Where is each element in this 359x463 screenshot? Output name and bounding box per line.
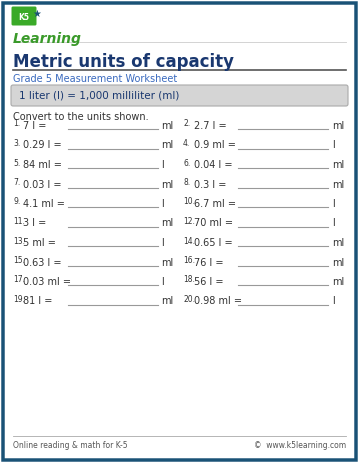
Text: l: l: [332, 199, 335, 209]
Text: 10.: 10.: [183, 198, 195, 206]
Text: Convert to the units shown.: Convert to the units shown.: [13, 112, 149, 122]
Text: 19.: 19.: [13, 295, 25, 304]
Text: ml: ml: [161, 180, 173, 189]
Text: ml: ml: [332, 121, 344, 131]
Text: 56 l =: 56 l =: [194, 277, 224, 287]
Text: l: l: [332, 219, 335, 229]
Text: Metric units of capacity: Metric units of capacity: [13, 53, 234, 71]
Text: 9.: 9.: [13, 198, 20, 206]
Text: ★: ★: [33, 9, 41, 19]
Text: l: l: [161, 238, 164, 248]
Text: 0.98 ml =: 0.98 ml =: [194, 296, 242, 307]
Text: Learning: Learning: [13, 32, 82, 46]
Text: ml: ml: [161, 219, 173, 229]
Text: l: l: [161, 277, 164, 287]
Text: 0.04 l =: 0.04 l =: [194, 160, 233, 170]
FancyBboxPatch shape: [3, 3, 356, 460]
Text: 76 l =: 76 l =: [194, 257, 224, 268]
Text: 3.: 3.: [13, 139, 20, 148]
Text: 4.: 4.: [183, 139, 190, 148]
Text: 84 ml =: 84 ml =: [23, 160, 62, 170]
Text: Online reading & math for K-5: Online reading & math for K-5: [13, 440, 128, 450]
Text: 1.: 1.: [13, 119, 20, 129]
Text: ml: ml: [161, 257, 173, 268]
Text: l: l: [161, 199, 164, 209]
Text: 81 l =: 81 l =: [23, 296, 52, 307]
Text: 18.: 18.: [183, 275, 195, 284]
Text: ml: ml: [161, 140, 173, 150]
Text: 7.: 7.: [13, 178, 20, 187]
Text: ml: ml: [332, 180, 344, 189]
Text: 0.29 l =: 0.29 l =: [23, 140, 62, 150]
Text: 16.: 16.: [183, 256, 195, 265]
Text: 0.63 l =: 0.63 l =: [23, 257, 61, 268]
Text: K5: K5: [19, 13, 29, 21]
Text: 1 liter (l) = 1,000 milliliter (ml): 1 liter (l) = 1,000 milliliter (ml): [19, 91, 180, 101]
Text: 20.: 20.: [183, 295, 195, 304]
Text: 13.: 13.: [13, 237, 25, 245]
Text: ml: ml: [161, 296, 173, 307]
FancyBboxPatch shape: [11, 6, 37, 25]
Text: ©  www.k5learning.com: © www.k5learning.com: [254, 440, 346, 450]
Text: 11.: 11.: [13, 217, 25, 226]
Text: 5.: 5.: [13, 158, 20, 168]
Text: 0.03 l =: 0.03 l =: [23, 180, 61, 189]
Text: 5 ml =: 5 ml =: [23, 238, 56, 248]
Text: l: l: [332, 296, 335, 307]
Text: 0.03 ml =: 0.03 ml =: [23, 277, 71, 287]
Text: 0.3 l =: 0.3 l =: [194, 180, 227, 189]
Text: Grade 5 Measurement Worksheet: Grade 5 Measurement Worksheet: [13, 74, 177, 84]
Text: l: l: [161, 160, 164, 170]
Text: ml: ml: [332, 160, 344, 170]
Text: 12.: 12.: [183, 217, 195, 226]
Text: 6.7 ml =: 6.7 ml =: [194, 199, 236, 209]
FancyBboxPatch shape: [11, 85, 348, 106]
Text: 15.: 15.: [13, 256, 25, 265]
Text: ml: ml: [332, 277, 344, 287]
Text: 17.: 17.: [13, 275, 25, 284]
Text: 2.: 2.: [183, 119, 190, 129]
Text: 7 l =: 7 l =: [23, 121, 46, 131]
Text: ml: ml: [161, 121, 173, 131]
Text: l: l: [332, 140, 335, 150]
Text: 8.: 8.: [183, 178, 190, 187]
Text: ml: ml: [332, 238, 344, 248]
Text: 14.: 14.: [183, 237, 195, 245]
Text: 70 ml =: 70 ml =: [194, 219, 233, 229]
Text: 2.7 l =: 2.7 l =: [194, 121, 227, 131]
Text: 3 l =: 3 l =: [23, 219, 46, 229]
Text: ml: ml: [332, 257, 344, 268]
Text: 4.1 ml =: 4.1 ml =: [23, 199, 65, 209]
Text: 6.: 6.: [183, 158, 190, 168]
Text: 0.9 ml =: 0.9 ml =: [194, 140, 236, 150]
Text: 0.65 l =: 0.65 l =: [194, 238, 233, 248]
